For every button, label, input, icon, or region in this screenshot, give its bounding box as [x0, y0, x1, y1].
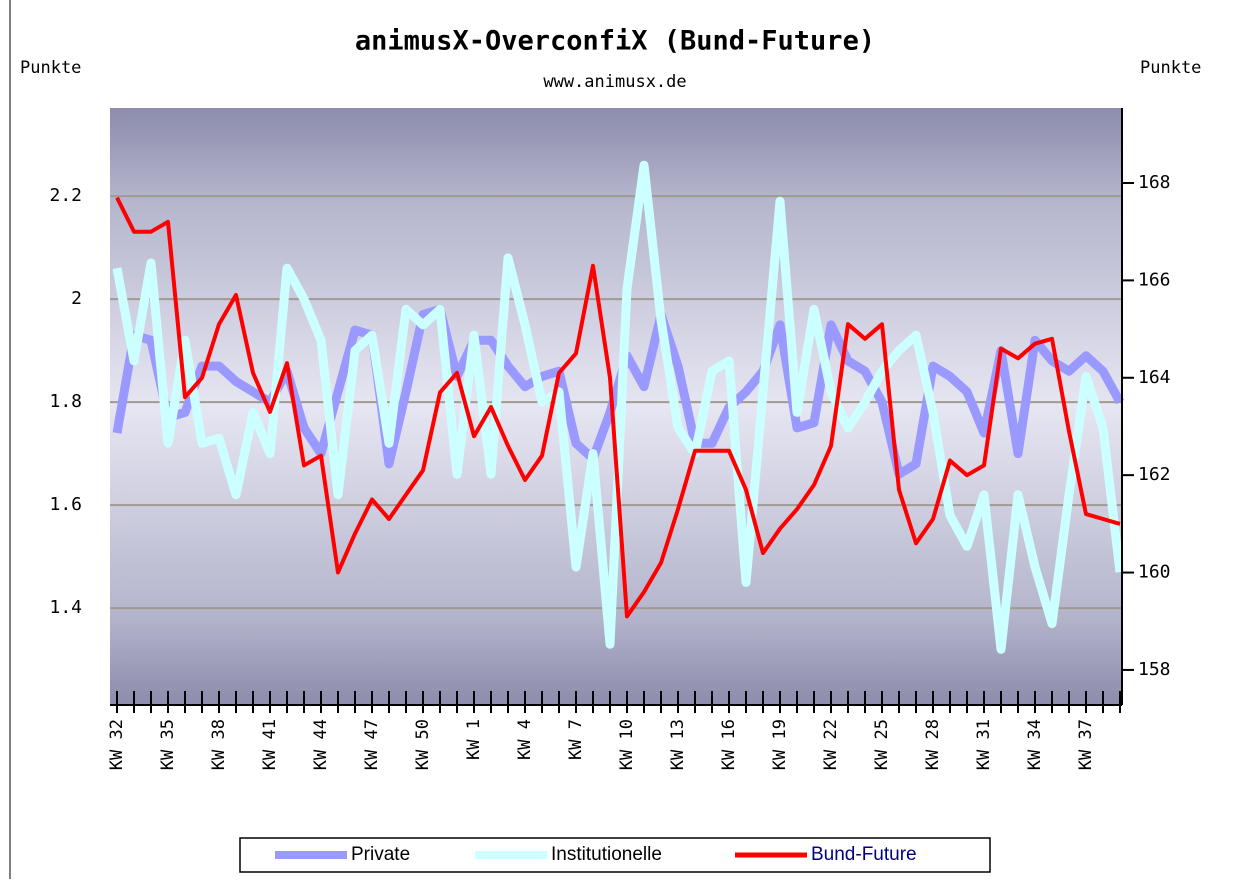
x-tick-label: KW 7: [566, 719, 586, 760]
x-tick-label: KW 31: [974, 719, 994, 770]
y2-tick-label: 166: [1138, 269, 1171, 290]
x-tick-label: KW 38: [209, 719, 229, 770]
lines: [112, 160, 1125, 654]
y-axis-label: Punkte: [20, 58, 81, 78]
chart-title: animusX-OverconfiX (Bund-Future): [355, 26, 875, 57]
y-tick-label: 1.4: [49, 597, 82, 618]
x-tick-label: KW 1: [464, 719, 484, 760]
x-tick-label: KW 35: [158, 719, 178, 770]
y2-tick-label: 168: [1138, 172, 1171, 193]
y-tick-label: 2.2: [49, 185, 82, 206]
y2-axis-label: Punkte: [1140, 58, 1201, 78]
y2-tick-label: 160: [1138, 562, 1171, 583]
y2-tick-label: 164: [1138, 367, 1171, 388]
y2-tick-label: 162: [1138, 464, 1171, 485]
axes: 1.4 1.6 1.8 2 2.2 158 160 162 164 166 168 KW 32 KW 3…: [49, 108, 1171, 770]
legend-label: Bund-Future: [811, 844, 917, 865]
legend-box: [239, 837, 991, 873]
legend-label: Institutionelle: [551, 844, 662, 865]
x-tick-label: KW 50: [413, 719, 433, 770]
y-tick-label: 1.6: [49, 494, 82, 515]
x-tick-label: KW 41: [260, 719, 280, 770]
x-tick-label: KW 22: [821, 719, 841, 770]
chart-subtitle: www.animusx.de: [543, 72, 686, 92]
x-tick-label: KW 10: [617, 719, 637, 770]
x-tick-label: KW 13: [668, 719, 688, 770]
series-line: [112, 160, 1125, 654]
y2-tick-label: 158: [1138, 659, 1171, 680]
x-tick-label: KW 37: [1076, 719, 1096, 770]
y-tick-label: 1.8: [49, 391, 82, 412]
x-tick-label: KW 32: [107, 719, 127, 770]
x-tick-label: KW 16: [719, 719, 739, 770]
x-tick-label: KW 47: [362, 719, 382, 770]
legend-label: Private: [351, 844, 410, 865]
x-tick-label: KW 4: [515, 719, 535, 760]
legend: Private Institutionelle Bund-Future: [275, 844, 917, 865]
x-tick-label: KW 25: [872, 719, 892, 770]
y-tick-label: 2: [71, 288, 82, 309]
x-tick-label: KW 44: [311, 719, 331, 770]
x-tick-label: KW 19: [770, 719, 790, 770]
x-tick-label: KW 28: [923, 719, 943, 770]
x-tick-label: KW 34: [1025, 719, 1045, 770]
series-line: [115, 196, 1121, 619]
